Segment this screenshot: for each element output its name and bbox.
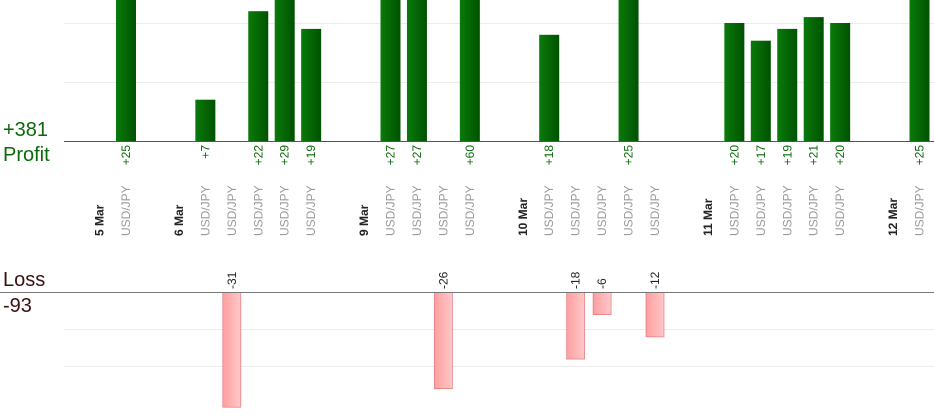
date-label: 12 Mar (886, 198, 900, 236)
profit-bar (274, 0, 295, 141)
date-label: 5 Mar (93, 204, 107, 236)
profit-value-label: +22 (251, 145, 265, 166)
pair-label: USD/JPY (384, 185, 398, 236)
pair-label: USD/JPY (595, 185, 609, 236)
profit-label: Profit (3, 144, 50, 166)
pair-label: USD/JPY (463, 185, 477, 236)
loss-value-label: -18 (569, 271, 583, 289)
profit-value-label: +19 (780, 145, 794, 166)
pair-label: USD/JPY (225, 185, 239, 236)
loss-total: -93 (3, 295, 32, 317)
profit-bar (248, 11, 269, 142)
profit-value-label: +20 (833, 145, 847, 166)
pair-label: USD/JPY (119, 185, 133, 236)
pair-label: USD/JPY (410, 185, 424, 236)
pair-label: USD/JPY (648, 185, 662, 236)
loss-bar (566, 292, 585, 360)
profit-total: +381 (3, 119, 49, 141)
pair-label: USD/JPY (198, 185, 212, 236)
profit-value-label: +27 (410, 145, 424, 166)
date-label: 11 Mar (701, 198, 715, 236)
profit-bar (301, 28, 322, 141)
profit-value-label: +19 (304, 145, 318, 166)
loss-bar (592, 292, 612, 316)
profit-value-label: +7 (198, 145, 212, 159)
pair-label: USD/JPY (251, 185, 265, 236)
profit-bar (724, 23, 745, 141)
profit-bar (380, 0, 401, 141)
gridlines (64, 23, 934, 367)
profit-value-label: +17 (754, 145, 768, 166)
profit-value-label: +21 (807, 145, 821, 166)
loss-bar (434, 292, 453, 389)
pair-label: USD/JPY (278, 185, 292, 236)
pair-label: USD/JPY (304, 185, 318, 236)
loss-value-label: -6 (595, 278, 609, 289)
profit-value-label: +20 (727, 145, 741, 166)
loss-bars (222, 292, 665, 408)
profit-bars (116, 0, 930, 142)
trade-labels: +25 USD/JPY +7 USD/JPY -31 USD/JPY +22 USD/JPY +… (93, 145, 927, 289)
profit-bar (618, 0, 639, 141)
pair-label: USD/JPY (833, 185, 847, 236)
profit-value-label: +25 (913, 145, 927, 166)
profit-bar (750, 40, 771, 142)
date-label: 6 Mar (172, 204, 186, 236)
loss-value-label: -31 (225, 271, 239, 289)
pair-label: USD/JPY (727, 185, 741, 236)
pair-label: USD/JPY (754, 185, 768, 236)
profit-bar (116, 0, 136, 141)
loss-bar (222, 292, 242, 408)
pair-label: USD/JPY (569, 185, 583, 236)
profit-value-label: +60 (463, 145, 477, 166)
profit-bar (830, 23, 851, 141)
loss-value-label: -12 (648, 271, 662, 289)
pair-label: USD/JPY (913, 185, 927, 236)
profit-bar (459, 0, 480, 141)
loss-value-label: -26 (436, 271, 450, 289)
pair-label: USD/JPY (436, 185, 450, 236)
profit-bar (406, 0, 427, 141)
date-label: 10 Mar (516, 198, 530, 236)
profit-value-label: +18 (542, 145, 556, 166)
profit-bar (195, 99, 216, 141)
profit-bar (539, 34, 560, 141)
loss-bar (645, 292, 665, 338)
pair-label: USD/JPY (780, 185, 794, 236)
profit-bar (803, 17, 824, 142)
profit-value-label: +25 (622, 145, 636, 166)
date-label: 9 Mar (357, 204, 371, 236)
profit-bar (777, 28, 798, 141)
profit-value-label: +29 (278, 145, 292, 166)
profit-bar (909, 0, 930, 141)
profit-value-label: +25 (119, 145, 133, 166)
loss-label: Loss (3, 269, 46, 291)
pair-label: USD/JPY (622, 185, 636, 236)
profit-value-label: +27 (384, 145, 398, 166)
pair-label: USD/JPY (542, 185, 556, 236)
pair-label: USD/JPY (807, 185, 821, 236)
